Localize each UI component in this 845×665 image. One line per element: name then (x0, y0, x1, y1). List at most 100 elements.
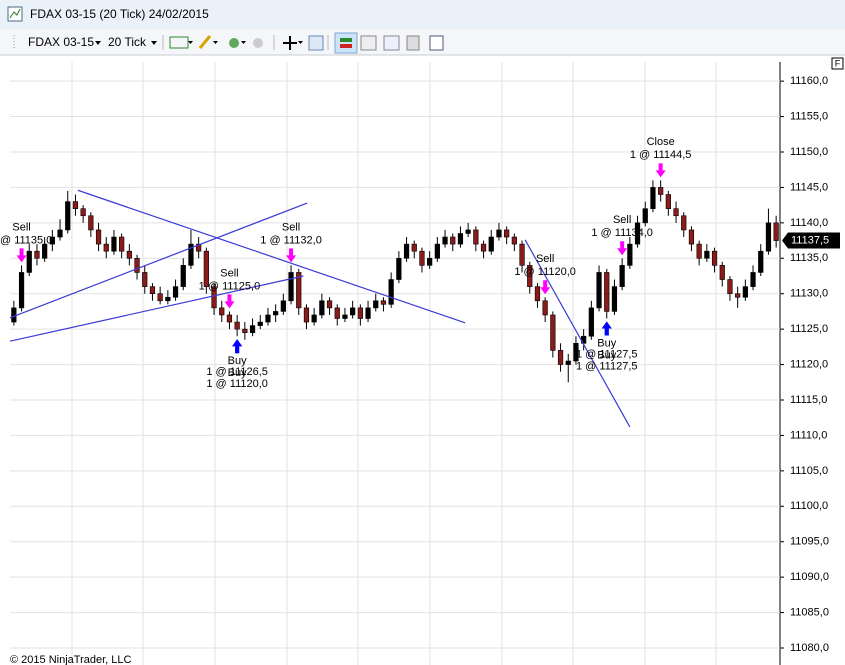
candle-body (742, 286, 748, 298)
snapshot-button[interactable] (406, 35, 420, 51)
y-tick-label: 11155,0 (790, 110, 828, 122)
sell-arrow (655, 163, 666, 178)
candle-body (211, 286, 217, 309)
dropdown-arrow[interactable] (151, 41, 157, 45)
execution-label: Buy (228, 355, 247, 367)
corner-box[interactable] (831, 57, 844, 70)
candle-body (773, 222, 779, 241)
candle-body (504, 229, 510, 238)
data-box-button[interactable] (360, 35, 377, 51)
chart-trader-button[interactable] (334, 32, 358, 54)
candle-body (396, 257, 402, 280)
indicator-button[interactable] (229, 38, 239, 48)
candle-body (704, 250, 710, 259)
candle-body (573, 343, 579, 362)
candle-body (334, 307, 340, 319)
candle-body (296, 272, 302, 309)
corner-label[interactable]: F (835, 58, 841, 68)
candle-body (365, 307, 371, 319)
y-tick-label: 11110,0 (790, 429, 827, 441)
candle-body (534, 286, 541, 302)
candle-body (11, 307, 17, 323)
candle-body (172, 286, 179, 298)
y-tick-label: 11140,0 (790, 217, 828, 229)
candle-body (95, 229, 102, 245)
y-tick-label: 11100,0 (790, 500, 828, 512)
candle-body (380, 300, 387, 305)
candle-body (188, 243, 194, 266)
execution-label: Buy (597, 349, 616, 361)
candle-body (619, 265, 625, 287)
candle-body (611, 286, 618, 312)
execution-detail: 1 @ 11135,0 (0, 234, 52, 246)
candle-body (473, 229, 479, 245)
candle-body (450, 236, 456, 245)
candle-body (465, 229, 471, 234)
period-selector[interactable]: 20 Tick (108, 35, 147, 49)
dropdown-arrow[interactable] (213, 41, 218, 44)
execution-detail: 1 @ 11127,5 (576, 348, 638, 360)
candle-body (288, 272, 294, 302)
candle-body (681, 215, 687, 231)
properties-button[interactable] (383, 35, 400, 51)
candle-body (519, 243, 525, 266)
candle-body (157, 293, 163, 302)
execution-label: Buy (597, 337, 616, 349)
instrument-selector[interactable]: FDAX 03-15 (28, 35, 94, 49)
candle-body (550, 314, 556, 351)
candle-body (280, 300, 286, 312)
dropdown-arrow[interactable] (95, 41, 101, 45)
execution-detail: 1 @ 11120,0 (206, 378, 268, 390)
candle-body (142, 272, 148, 287)
candle-body (234, 321, 240, 330)
candle-body (165, 296, 171, 302)
candle-body (496, 229, 502, 238)
y-tick-label: 11120,0 (790, 358, 828, 370)
candle-body (242, 328, 248, 333)
sell-arrow (286, 248, 297, 263)
candle-body (557, 350, 564, 365)
execution-detail: 1 @ 11126,5 (206, 366, 268, 378)
buy-arrow (232, 339, 243, 354)
dropdown-arrow[interactable] (241, 41, 246, 44)
y-tick-label: 11105,0 (790, 465, 828, 477)
y-tick-label: 11115,0 (790, 394, 827, 406)
candle-body (34, 250, 40, 259)
dropdown-arrow[interactable] (298, 41, 303, 44)
title-bar (0, 0, 845, 30)
execution-label: Sell (536, 253, 554, 265)
candle-body (480, 243, 487, 252)
candle-body (511, 236, 517, 245)
chart-panel (0, 62, 845, 665)
strategy-button[interactable] (253, 38, 263, 48)
candle-body (427, 257, 433, 266)
candle-body (65, 201, 71, 231)
last-price-label: 11137,5 (791, 234, 829, 246)
sell-arrow (224, 294, 235, 309)
trend-line (77, 189, 466, 324)
trend-line (524, 239, 631, 428)
candle-body (527, 265, 533, 287)
window-title: FDAX 03-15 (20 Tick) 24/02/2015 (30, 7, 209, 21)
draw-tool-button[interactable] (198, 35, 212, 49)
crosshair-button[interactable] (283, 36, 297, 50)
candle-body (119, 236, 125, 252)
y-tick-label: 11125,0 (790, 323, 828, 335)
candle-body (750, 272, 756, 287)
candle-body (403, 243, 410, 259)
candle-body (311, 314, 317, 323)
candle-body (419, 250, 425, 266)
candle-body (203, 250, 209, 287)
zoom-button[interactable] (308, 35, 324, 51)
candle-body (126, 250, 132, 259)
dropdown-arrow[interactable] (188, 41, 193, 44)
candle-body (642, 208, 648, 224)
candle-body (226, 314, 233, 323)
candle-body (411, 243, 417, 252)
chart-style-button[interactable] (169, 36, 189, 49)
window-button[interactable] (429, 35, 444, 51)
sell-arrow (617, 241, 628, 256)
candle-body (673, 208, 679, 217)
candle-body (57, 229, 63, 238)
candle-body (249, 325, 256, 333)
